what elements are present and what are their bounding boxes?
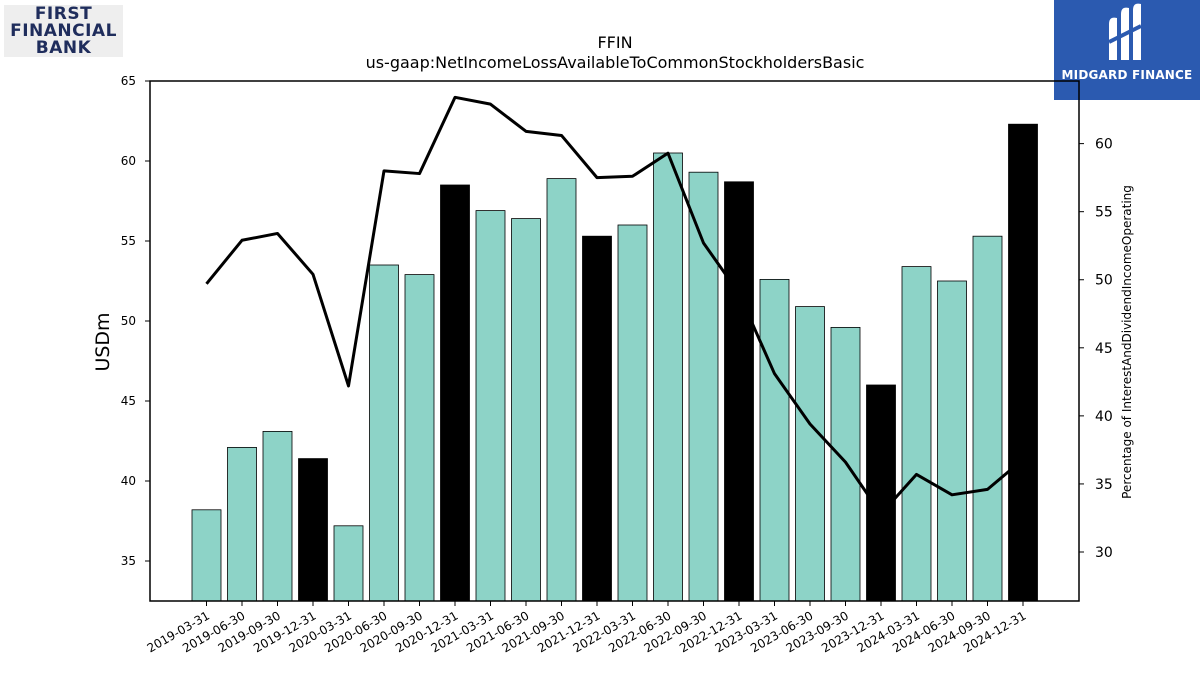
bar bbox=[582, 235, 612, 602]
bar bbox=[866, 384, 896, 602]
bar bbox=[653, 152, 683, 602]
plot-frame bbox=[149, 80, 1080, 602]
chart-title: FFIN bbox=[597, 33, 632, 52]
midgard-logo-text: MIDGARD FINANCE bbox=[1061, 68, 1193, 82]
bar bbox=[404, 274, 435, 602]
bar bbox=[227, 446, 257, 602]
y2-tick-label: 40 bbox=[1095, 409, 1113, 425]
y2-axis-label: Percentage of InterestAndDividendIncomeO… bbox=[1120, 185, 1134, 499]
bar bbox=[546, 178, 577, 602]
y2-tick-label: 30 bbox=[1095, 545, 1113, 561]
bar bbox=[1008, 123, 1038, 602]
midgard-mark-icon bbox=[1108, 3, 1142, 61]
bar bbox=[191, 509, 222, 602]
bar bbox=[262, 430, 293, 602]
y-tick-label: 50 bbox=[121, 314, 136, 328]
bar bbox=[511, 218, 541, 602]
bar bbox=[795, 306, 825, 602]
y-tick-label: 35 bbox=[121, 554, 136, 568]
y2-tick-label: 45 bbox=[1095, 341, 1113, 357]
y2-tick-label: 35 bbox=[1095, 477, 1113, 493]
bar bbox=[937, 280, 967, 602]
bar bbox=[440, 184, 470, 602]
bar bbox=[298, 458, 328, 602]
logo-text-line1: FIRST bbox=[34, 3, 93, 24]
ratio-line bbox=[205, 95, 1024, 516]
bar bbox=[759, 278, 790, 602]
y2-tick-label: 60 bbox=[1095, 137, 1113, 153]
y-tick-label: 60 bbox=[121, 154, 136, 168]
bar bbox=[972, 235, 1003, 602]
bar bbox=[901, 266, 932, 602]
y-axis-label: USDm bbox=[92, 312, 114, 371]
chart-subtitle: us-gaap:NetIncomeLossAvailableToCommonSt… bbox=[366, 53, 865, 72]
bar bbox=[617, 224, 648, 602]
y-tick-label: 55 bbox=[121, 234, 136, 248]
logo-text-line3: BANK bbox=[35, 37, 92, 58]
bar bbox=[475, 210, 506, 602]
y2-tick-label: 55 bbox=[1095, 205, 1113, 221]
first-financial-bank-logo: FIRST FINANCIAL BANK bbox=[4, 5, 123, 57]
y-tick-label: 45 bbox=[121, 394, 136, 408]
y-tick-label: 40 bbox=[121, 474, 136, 488]
y-tick-label: 65 bbox=[121, 74, 136, 88]
bar bbox=[688, 171, 719, 602]
bar bbox=[333, 525, 364, 602]
y2-tick-label: 50 bbox=[1095, 273, 1113, 289]
logo-text-line2: FINANCIAL bbox=[10, 20, 117, 41]
bar bbox=[724, 181, 754, 602]
bar bbox=[369, 264, 399, 602]
